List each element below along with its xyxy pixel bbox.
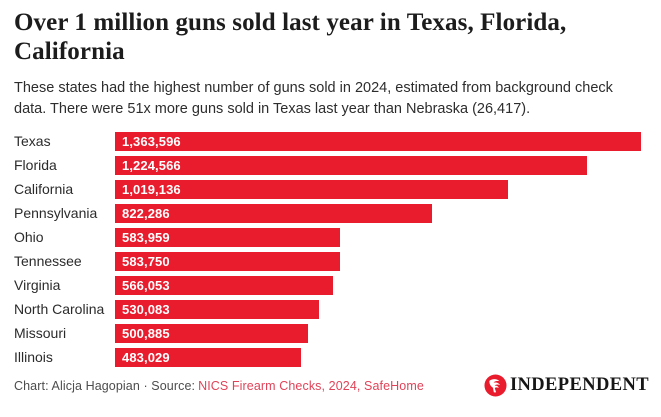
bar: 483,029 (115, 348, 302, 367)
bar-category-label: California (14, 181, 74, 197)
chart-card: Over 1 million guns sold last year in Te… (14, 9, 649, 397)
bar-value-label: 1,019,136 (122, 182, 181, 197)
bar-track: 1,224,566 (115, 156, 641, 175)
bar: 1,019,136 (115, 180, 509, 199)
chart-subtitle: These states had the highest number of g… (14, 80, 613, 117)
credit-text: Chart: Alicja Hagopian · Source: (14, 378, 196, 393)
bar: 1,363,596 (115, 132, 641, 151)
bar-value-label: 483,029 (122, 350, 170, 365)
bar: 822,286 (115, 204, 433, 223)
bar-row: Tennessee 583,750 (14, 252, 641, 271)
bar: 583,959 (115, 228, 341, 247)
bar-category-label: Pennsylvania (14, 205, 98, 221)
bar-category-label: Virginia (14, 277, 61, 293)
bar-value-label: 500,885 (122, 326, 170, 341)
bar-track: 583,750 (115, 252, 641, 271)
bar-row: Texas 1,363,596 (14, 132, 641, 151)
bar-value-label: 583,750 (122, 254, 170, 269)
bar-category-label: Florida (14, 157, 57, 173)
bar-row: Ohio 583,959 (14, 228, 641, 247)
bar-category-label: North Carolina (14, 301, 105, 317)
bar-track: 566,053 (115, 276, 641, 295)
bar-value-label: 566,053 (122, 278, 170, 293)
bar-value-label: 1,363,596 (122, 134, 181, 149)
bar-row: Pennsylvania 822,286 (14, 204, 641, 223)
bar-value-label: 822,286 (122, 206, 170, 221)
bar-row: Illinois 483,029 (14, 348, 641, 367)
bar: 583,750 (115, 252, 341, 271)
bar-chart: Texas 1,363,596 Florida 1,224,566 California… (14, 132, 641, 367)
bar-row: Florida 1,224,566 (14, 156, 641, 175)
bar-category-label: Missouri (14, 325, 67, 341)
bar: 566,053 (115, 276, 334, 295)
eagle-icon (484, 374, 507, 397)
source-link[interactable]: NICS Firearm Checks, 2024, SafeHome (198, 378, 424, 393)
bar-category-label: Illinois (14, 349, 53, 365)
bar-row: California 1,019,136 (14, 180, 641, 199)
bar-value-label: 530,083 (122, 302, 170, 317)
bar-row: North Carolina 530,083 (14, 300, 641, 319)
bar-track: 822,286 (115, 204, 641, 223)
bar: 530,083 (115, 300, 320, 319)
bar-category-label: Texas (14, 133, 51, 149)
bar: 500,885 (115, 324, 309, 343)
bar-row: Missouri 500,885 (14, 324, 641, 343)
credit-line: Chart: Alicja Hagopian · Source: NICS Fir… (14, 379, 424, 393)
bar-category-label: Ohio (14, 229, 44, 245)
bar-row: Virginia 566,053 (14, 276, 641, 295)
bar-value-label: 583,959 (122, 230, 170, 245)
bar-category-label: Tennessee (14, 253, 82, 269)
chart-footer: Chart: Alicja Hagopian · Source: NICS Fir… (14, 374, 649, 397)
brand-name: INDEPENDENT (509, 375, 649, 395)
bar-track: 1,363,596 (115, 132, 641, 151)
chart-title: Over 1 million guns sold last year in Te… (14, 9, 567, 65)
independent-logo: INDEPENDENT (484, 374, 649, 397)
bar-rows: Texas 1,363,596 Florida 1,224,566 California… (14, 132, 641, 367)
bar-track: 483,029 (115, 348, 641, 367)
bar-track: 530,083 (115, 300, 641, 319)
bar-track: 500,885 (115, 324, 641, 343)
bar-track: 583,959 (115, 228, 641, 247)
bar-track: 1,019,136 (115, 180, 641, 199)
bar-value-label: 1,224,566 (122, 158, 181, 173)
bar: 1,224,566 (115, 156, 588, 175)
